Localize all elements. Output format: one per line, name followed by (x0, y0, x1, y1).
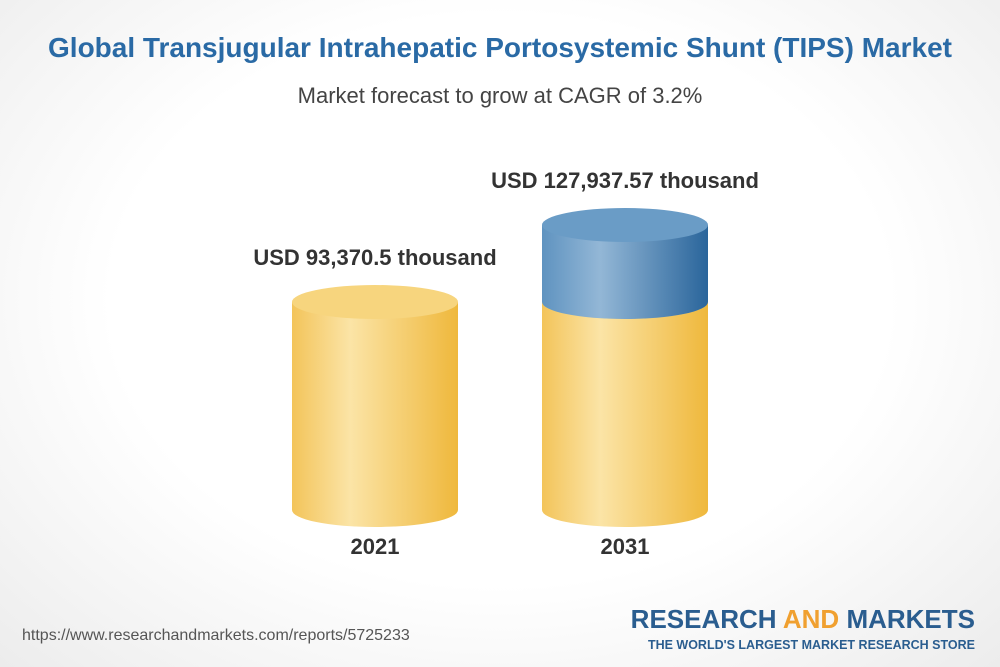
growth-body (542, 225, 708, 319)
logo-word: RESEARCH (631, 604, 777, 634)
cylinder-top (292, 285, 458, 320)
logo: RESEARCH AND MARKETS (631, 604, 975, 634)
logo-tagline: THE WORLD'S LARGEST MARKET RESEARCH STOR… (648, 638, 975, 652)
source-url: https://www.researchandmarkets.com/repor… (22, 627, 410, 644)
logo-word: MARKETS (846, 604, 975, 634)
cylinder-body (542, 302, 708, 527)
chart-title: Global Transjugular Intrahepatic Portosy… (48, 32, 952, 63)
cylinder (292, 285, 458, 527)
chart-subtitle: Market forecast to grow at CAGR of 3.2% (298, 83, 703, 108)
cylinder-body (292, 302, 458, 527)
x-tick-label: 2021 (351, 534, 400, 559)
value-label: USD 93,370.5 thousand (253, 245, 497, 271)
growth-top (542, 208, 708, 242)
x-tick-label: 2031 (601, 534, 650, 559)
value-label: USD 127,937.57 thousand (491, 168, 759, 193)
cylinder (542, 208, 708, 527)
logo-word: AND (783, 604, 839, 634)
